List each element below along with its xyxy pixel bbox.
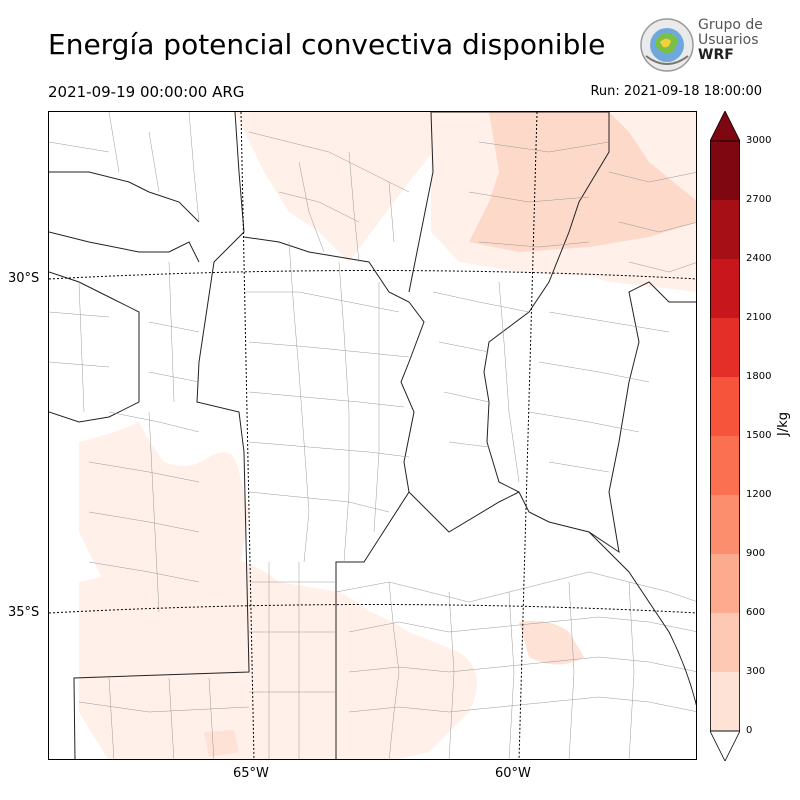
colorbar-swatch [710,259,740,319]
colorbar-swatch [710,141,740,201]
wrf-globe-icon [640,18,694,72]
colorbar-tick-label: 3000 [746,135,772,146]
cape-map [49,112,696,759]
logo-line-3: WRF [698,47,734,63]
cape-shading [79,112,696,759]
colorbar-tick-label: 0 [746,725,753,736]
logo-line-1: Grupo de [698,17,763,33]
map-title: Energía potencial convectiva disponible [48,28,606,61]
run-time: Run: 2021-09-18 18:00:00 [590,84,762,99]
wrf-logo: Grupo de Usuarios WRF [638,16,768,76]
graticule [49,112,696,759]
province-borders [49,112,696,759]
lat-label-30s: 30°S [8,271,40,286]
logo-line-2: Usuarios [698,32,759,48]
colorbar-tick-label: 600 [746,607,766,618]
colorbar-tick-label: 2700 [746,194,772,205]
colorbar-swatches [709,110,741,762]
colorbar-tick-label: 2400 [746,253,772,264]
colorbar-tick-label: 1200 [746,489,772,500]
lon-label-60w: 60°W [495,766,531,781]
colorbar-swatch [710,436,740,496]
lon-label-65w: 65°W [233,766,269,781]
colorbar-unit-label: J/kg [776,412,791,436]
colorbar-swatch [710,200,740,260]
colorbar-frame [710,140,740,732]
colorbar-tick-label: 1800 [746,371,772,382]
colorbar-tick-label: 300 [746,666,766,677]
colorbar-swatch [710,672,740,732]
colorbar-extend-max [709,110,741,142]
colorbar-swatch [710,377,740,437]
colorbar-swatch [710,554,740,614]
colorbar-swatch [710,318,740,378]
colorbar-tick-label: 900 [746,548,766,559]
colorbar-swatch [710,495,740,555]
map-panel[interactable] [48,111,697,760]
lat-label-35s: 35°S [8,605,40,620]
colorbar-tick-label: 2100 [746,312,772,323]
colorbar-swatch [710,613,740,673]
valid-time: 2021-09-19 00:00:00 ARG [48,83,245,101]
department-borders [49,112,696,759]
coastline [588,531,696,706]
colorbar-extend-min [709,730,741,762]
colorbar [709,110,741,762]
colorbar-tick-label: 1500 [746,430,772,441]
